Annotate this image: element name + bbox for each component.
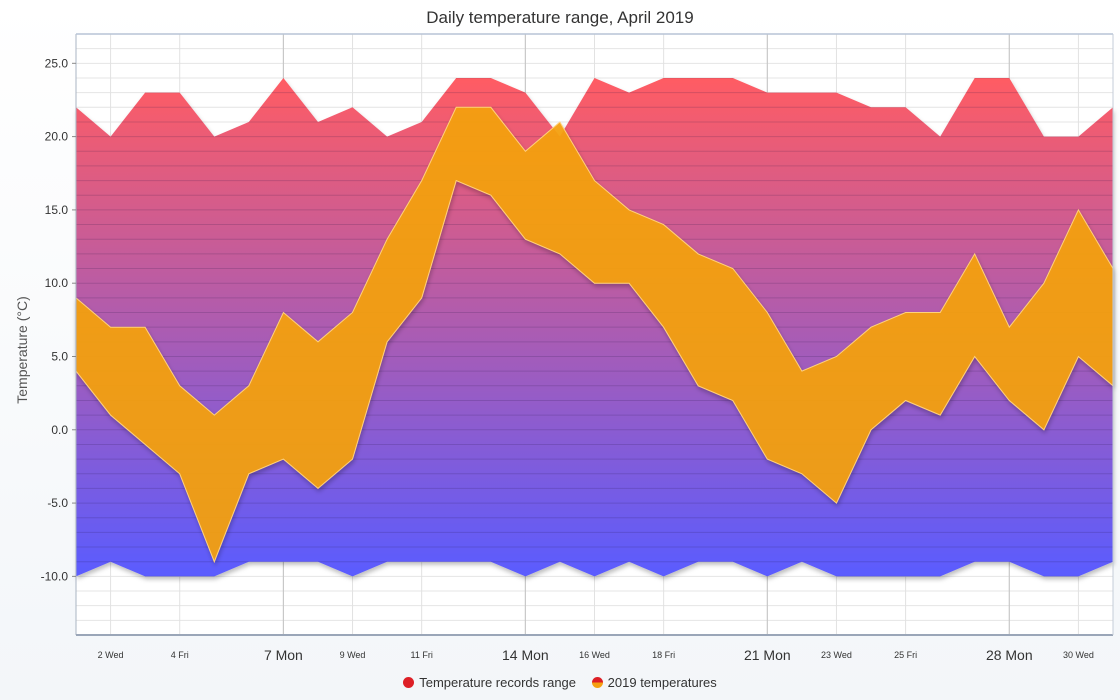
legend-item-records[interactable]: Temperature records range — [403, 675, 576, 690]
y-tick-label: -5.0 — [47, 496, 68, 510]
x-tick-label: 2 Wed — [98, 650, 124, 660]
y-tick-label: -10.0 — [41, 569, 69, 583]
x-tick-label: 7 Mon — [264, 647, 303, 663]
x-tick-label: 4 Fri — [171, 650, 189, 660]
x-tick-label: 18 Fri — [652, 650, 675, 660]
x-tick-label: 11 Fri — [410, 650, 432, 660]
y-tick-label: 25.0 — [45, 56, 69, 70]
y-tick-label: 15.0 — [45, 203, 69, 217]
x-tick-label: 9 Wed — [340, 650, 366, 660]
legend-records-swatch — [403, 677, 415, 688]
y-tick-label: 20.0 — [45, 130, 69, 144]
legend-2019-swatch — [591, 677, 603, 688]
legend-2019-label: 2019 temperatures — [607, 675, 717, 690]
x-tick-label: 25 Fri — [894, 650, 917, 660]
x-tick-label: 30 Wed — [1063, 650, 1094, 660]
x-tick-label: 14 Mon — [502, 647, 549, 663]
y-tick-label: 0.0 — [51, 423, 68, 437]
legend-records-label: Temperature records range — [419, 675, 577, 690]
x-tick-label: 21 Mon — [744, 647, 791, 663]
x-tick-label: 23 Wed — [821, 650, 852, 660]
y-tick-label: 10.0 — [45, 276, 69, 290]
legend-item-2019[interactable]: 2019 temperatures — [591, 675, 717, 690]
x-tick-label: 16 Wed — [579, 650, 610, 660]
y-tick-label: 5.0 — [51, 349, 68, 363]
chart-title: Daily temperature range, April 2019 — [426, 8, 694, 27]
legend: Temperature records range 2019 temperatu… — [0, 675, 1120, 691]
x-tick-label: 28 Mon — [986, 647, 1033, 663]
